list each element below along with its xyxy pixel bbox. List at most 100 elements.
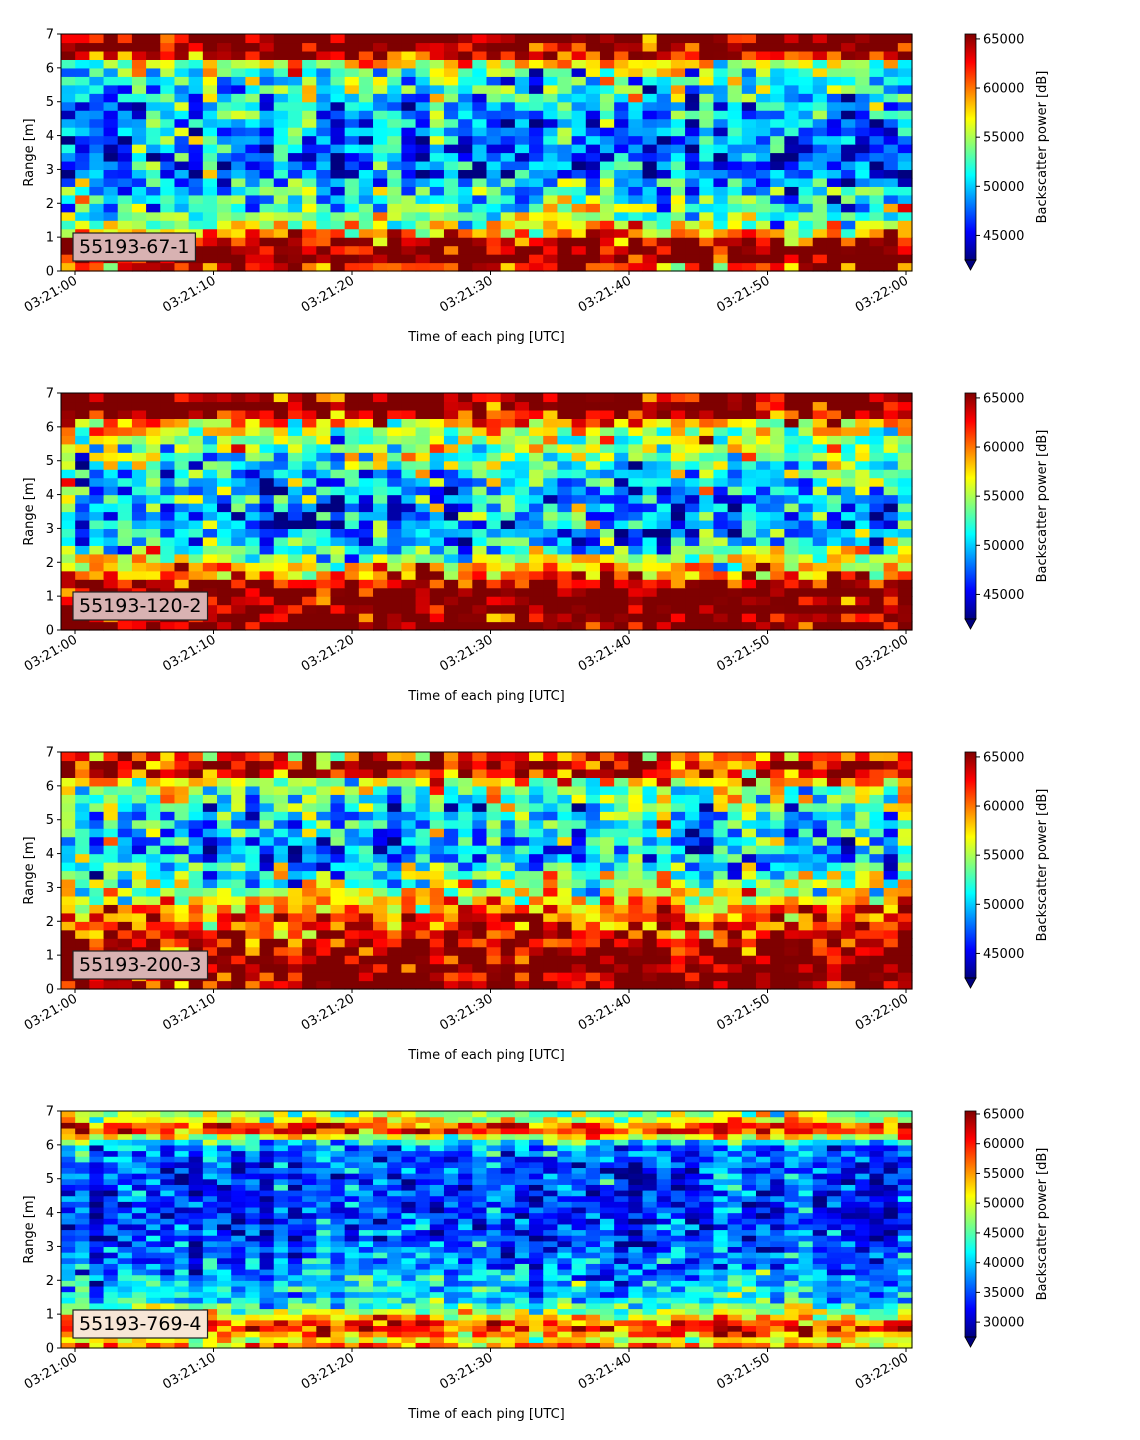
heatmap-cell	[174, 537, 189, 546]
heatmap-cell	[643, 554, 658, 563]
heatmap-cell	[685, 955, 700, 964]
heatmap-cell	[813, 837, 828, 846]
heatmap-cell	[472, 68, 487, 77]
heatmap-cell	[316, 444, 331, 453]
heatmap-cell	[104, 401, 119, 410]
heatmap-cell	[827, 102, 842, 111]
heatmap-cell	[756, 964, 771, 973]
heatmap-cell	[61, 153, 76, 162]
heatmap-cell	[345, 203, 360, 212]
heatmap-cell	[713, 862, 728, 871]
heatmap-cell	[657, 178, 672, 187]
heatmap-cell	[387, 169, 402, 178]
heatmap-cell	[444, 68, 459, 77]
heatmap-cell	[756, 127, 771, 136]
heatmap-cell	[472, 828, 487, 837]
heatmap-cell	[288, 76, 303, 85]
heatmap-cell	[600, 161, 615, 170]
heatmap-cell	[643, 828, 658, 837]
heatmap-cell	[302, 777, 317, 786]
heatmap-cell	[416, 811, 431, 820]
heatmap-cell	[89, 34, 104, 43]
heatmap-cell	[203, 68, 218, 77]
heatmap-cell	[444, 263, 459, 272]
heatmap-cell	[430, 229, 445, 238]
heatmap-cell	[104, 85, 119, 94]
heatmap-cell	[685, 469, 700, 478]
heatmap-cell	[799, 588, 814, 597]
heatmap-cell	[75, 862, 90, 871]
heatmap-cell	[643, 119, 658, 128]
heatmap-cell	[543, 512, 558, 521]
heatmap-cell	[543, 613, 558, 622]
heatmap-cell	[416, 972, 431, 981]
heatmap-cell	[770, 588, 785, 597]
heatmap-cell	[89, 545, 104, 554]
heatmap-cell	[501, 837, 516, 846]
heatmap-cell	[685, 237, 700, 246]
heatmap-cell	[784, 837, 799, 846]
heatmap-cell	[657, 34, 672, 43]
heatmap-cell	[898, 545, 913, 554]
heatmap-cell	[770, 896, 785, 905]
heatmap-cell	[217, 263, 232, 272]
heatmap-cell	[160, 777, 175, 786]
heatmap-cell	[330, 562, 345, 571]
heatmap-cell	[799, 478, 814, 487]
heatmap-cell	[713, 495, 728, 504]
heatmap-cell	[614, 186, 629, 195]
heatmap-cell	[756, 879, 771, 888]
heatmap-cell	[586, 229, 601, 238]
heatmap-cell	[260, 964, 275, 973]
heatmap-cell	[260, 144, 275, 153]
heatmap-cell	[75, 418, 90, 427]
heatmap-cell	[685, 613, 700, 622]
heatmap-cell	[770, 786, 785, 795]
heatmap-cell	[245, 545, 260, 554]
heatmap-cell	[869, 981, 884, 990]
heatmap-cell	[146, 930, 161, 939]
y-tick-label: 1	[46, 231, 54, 246]
heatmap-cell	[643, 153, 658, 162]
heatmap-cell	[869, 613, 884, 622]
heatmap-cell	[132, 186, 147, 195]
heatmap-cell	[543, 777, 558, 786]
heatmap-cell	[799, 571, 814, 580]
heatmap-cell	[529, 786, 544, 795]
heatmap-cell	[898, 871, 913, 880]
heatmap-cell	[515, 596, 530, 605]
heatmap-cell	[586, 520, 601, 529]
heatmap-cell	[174, 76, 189, 85]
heatmap-cell	[784, 777, 799, 786]
heatmap-cell	[827, 427, 842, 436]
heatmap-cell	[628, 938, 643, 947]
heatmap-cell	[330, 845, 345, 854]
heatmap-cell	[231, 452, 246, 461]
heatmap-cell	[174, 528, 189, 537]
heatmap-cell	[288, 169, 303, 178]
heatmap-cell	[458, 871, 473, 880]
heatmap-cell	[898, 930, 913, 939]
heatmap-cell	[742, 981, 757, 990]
heatmap-cell	[713, 947, 728, 956]
heatmap-cell	[628, 203, 643, 212]
heatmap-cell	[302, 913, 317, 922]
heatmap-cell	[699, 545, 714, 554]
heatmap-cell	[614, 588, 629, 597]
heatmap-cell	[387, 102, 402, 111]
heatmap-cell	[387, 845, 402, 854]
heatmap-cell	[543, 964, 558, 973]
heatmap-cell	[260, 68, 275, 77]
heatmap-cell	[458, 588, 473, 597]
heatmap-cell	[614, 520, 629, 529]
heatmap-cell	[614, 452, 629, 461]
heatmap-cell	[245, 964, 260, 973]
heatmap-cell	[884, 42, 899, 51]
heatmap-cell	[487, 169, 502, 178]
heatmap-cell	[728, 410, 743, 419]
heatmap-cell	[529, 588, 544, 597]
heatmap-cell	[869, 871, 884, 880]
heatmap-cell	[444, 212, 459, 221]
heatmap-cell	[245, 110, 260, 119]
